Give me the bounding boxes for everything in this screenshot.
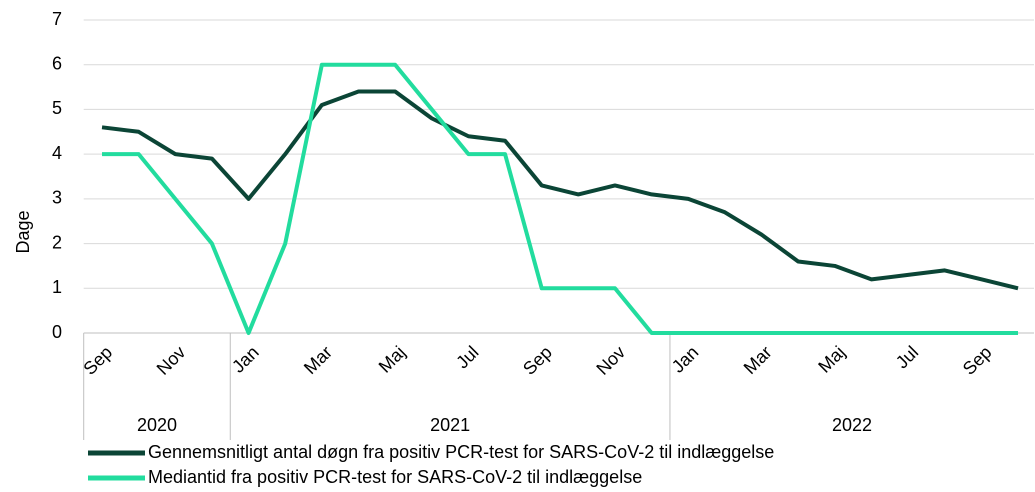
x-tick-label: Jul	[452, 342, 482, 372]
y-axis-label: Dage	[13, 210, 33, 253]
y-tick-label: 4	[52, 143, 62, 163]
y-tick-label: 1	[52, 277, 62, 297]
y-tick-label: 6	[52, 53, 62, 73]
x-group-label: 2021	[430, 415, 470, 435]
x-tick-label: Sep	[79, 342, 116, 379]
x-tick-label: Nov	[592, 342, 629, 379]
series-line	[101, 89, 1019, 291]
x-tick-label: Jan	[668, 342, 703, 377]
x-tick-label: Sep	[959, 342, 996, 379]
legend-label: Gennemsnitligt antal døgn fra positiv PC…	[148, 442, 774, 462]
x-group-label: 2020	[137, 415, 177, 435]
x-group-label: 2022	[832, 415, 872, 435]
x-tick-label: Jan	[228, 342, 263, 377]
x-tick-label: Maj	[814, 342, 849, 377]
x-tick-label: Jul	[892, 342, 922, 372]
x-tick-label: Mar	[740, 342, 776, 378]
y-tick-label: 5	[52, 98, 62, 118]
y-tick-label: 0	[52, 322, 62, 342]
y-tick-label: 3	[52, 188, 62, 208]
legend-label: Mediantid fra positiv PCR-test for SARS-…	[148, 467, 642, 487]
x-tick-label: Nov	[153, 342, 190, 379]
x-tick-label: Maj	[375, 342, 410, 377]
y-tick-label: 7	[52, 9, 62, 29]
y-tick-label: 2	[52, 232, 62, 252]
x-tick-label: Sep	[519, 342, 556, 379]
x-tick-label: Mar	[300, 342, 336, 378]
series-line	[102, 62, 1019, 335]
